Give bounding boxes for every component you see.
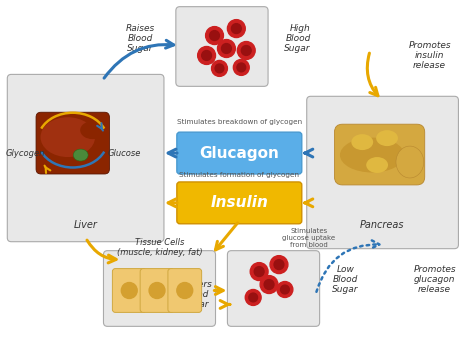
Circle shape — [250, 263, 268, 281]
Ellipse shape — [80, 121, 105, 139]
Text: Liver: Liver — [73, 220, 98, 230]
Text: Glycogen: Glycogen — [6, 149, 45, 158]
Circle shape — [149, 283, 165, 298]
Circle shape — [241, 46, 251, 55]
Circle shape — [277, 282, 293, 297]
Circle shape — [177, 283, 193, 298]
Ellipse shape — [351, 134, 373, 150]
Circle shape — [215, 64, 224, 73]
Text: Raises
Blood
Sugar: Raises Blood Sugar — [126, 24, 155, 53]
Circle shape — [206, 27, 223, 45]
Circle shape — [218, 40, 236, 57]
Ellipse shape — [73, 149, 88, 161]
Text: Glucose: Glucose — [108, 149, 141, 158]
Circle shape — [221, 44, 231, 53]
FancyBboxPatch shape — [177, 182, 302, 224]
FancyBboxPatch shape — [7, 74, 164, 242]
Circle shape — [201, 51, 211, 61]
Circle shape — [198, 47, 216, 65]
Text: Stimulates
glucose uptake
from blood: Stimulates glucose uptake from blood — [282, 228, 335, 248]
Text: Low
Blood
Sugar: Low Blood Sugar — [332, 265, 359, 294]
FancyBboxPatch shape — [176, 7, 268, 86]
Circle shape — [260, 275, 278, 293]
Circle shape — [249, 293, 257, 302]
Ellipse shape — [396, 146, 424, 178]
FancyBboxPatch shape — [335, 124, 425, 185]
Circle shape — [270, 256, 288, 273]
Circle shape — [231, 24, 241, 33]
FancyBboxPatch shape — [228, 251, 319, 327]
FancyArrowPatch shape — [317, 240, 380, 292]
FancyBboxPatch shape — [177, 132, 302, 174]
FancyBboxPatch shape — [140, 269, 174, 312]
Text: Glucagon: Glucagon — [200, 146, 279, 161]
FancyBboxPatch shape — [168, 269, 201, 312]
Circle shape — [237, 42, 255, 59]
Ellipse shape — [340, 138, 404, 172]
Text: Pancreas: Pancreas — [360, 220, 404, 230]
Text: Promotes
insulin
release: Promotes insulin release — [409, 41, 451, 70]
Ellipse shape — [366, 157, 388, 173]
Ellipse shape — [40, 117, 95, 157]
Circle shape — [121, 283, 137, 298]
Text: Promotes
glucagon
release: Promotes glucagon release — [413, 265, 456, 294]
Circle shape — [281, 285, 289, 294]
Circle shape — [228, 20, 245, 38]
Circle shape — [274, 260, 284, 269]
Text: Tissue Cells
(muscle, kidney, fat): Tissue Cells (muscle, kidney, fat) — [117, 238, 203, 257]
Text: Stimulates formation of glycogen: Stimulates formation of glycogen — [179, 172, 299, 178]
Circle shape — [254, 267, 264, 276]
Circle shape — [245, 290, 261, 306]
FancyBboxPatch shape — [103, 251, 216, 327]
Circle shape — [237, 63, 246, 72]
FancyBboxPatch shape — [36, 112, 109, 174]
Circle shape — [264, 280, 274, 289]
Circle shape — [210, 31, 219, 41]
Circle shape — [233, 59, 249, 75]
Circle shape — [211, 61, 228, 76]
FancyBboxPatch shape — [112, 269, 146, 312]
Text: Stimulates breakdown of glycogen: Stimulates breakdown of glycogen — [177, 119, 302, 125]
Ellipse shape — [376, 130, 398, 146]
Text: High
Blood
Sugar: High Blood Sugar — [284, 24, 310, 53]
Text: Lowers
Blood
Sugar: Lowers Blood Sugar — [181, 280, 213, 309]
FancyBboxPatch shape — [307, 96, 458, 249]
Text: Insulin: Insulin — [210, 195, 268, 210]
